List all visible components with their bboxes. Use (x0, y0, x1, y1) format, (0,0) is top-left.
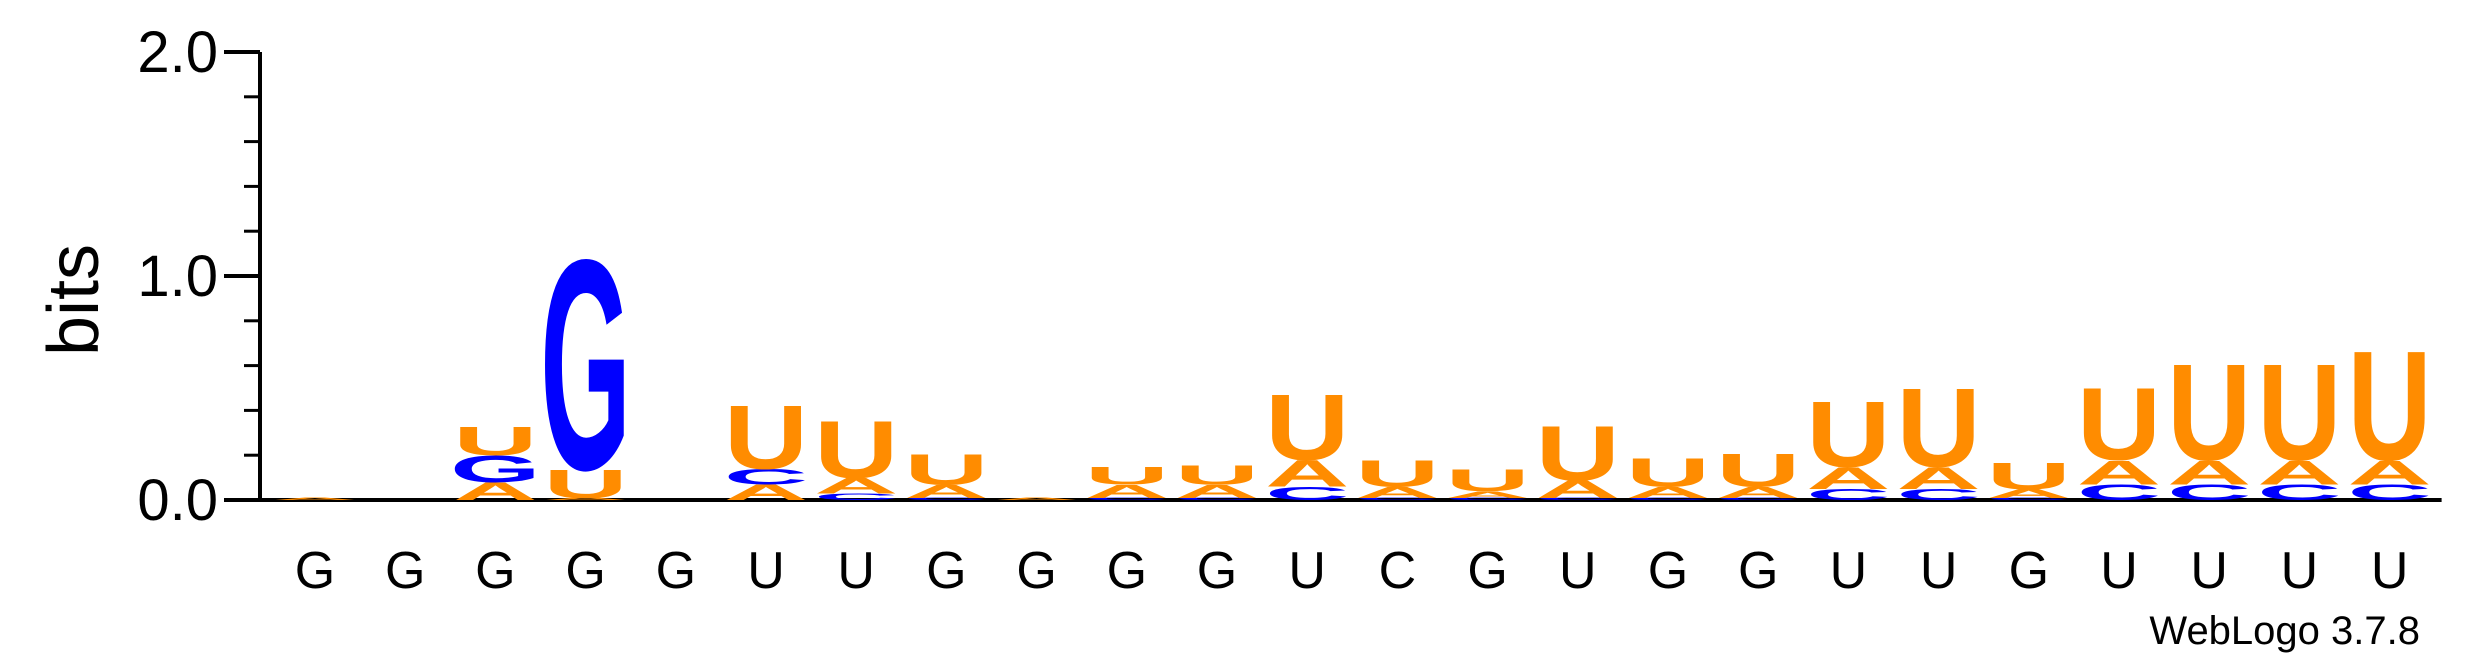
logo-letter-a: A (273, 497, 357, 500)
position-label: U (2281, 542, 2319, 600)
position-label: G (1197, 542, 1237, 600)
position-label: U (2371, 542, 2409, 600)
logo-letter-a: A (814, 473, 898, 498)
logo-letter-u: U (904, 445, 988, 494)
logo-letter-a: A (1626, 484, 1710, 501)
logo-letter-c: C (2347, 480, 2431, 505)
logo-letter-a: A (1987, 486, 2071, 500)
logo-letter-u: U (2347, 319, 2431, 494)
position-label: U (2190, 542, 2228, 600)
logo-letter-c: C (814, 491, 898, 502)
logo-letter-a: A (1265, 453, 1349, 495)
position-label: G (926, 542, 966, 600)
logo-letter-u: U (1716, 444, 1800, 496)
logo-letter-u: U (1536, 410, 1620, 497)
y-tick-label: 0.0 (137, 468, 218, 533)
logo-letter-a: A (1085, 481, 1169, 502)
logo-letter-a: A (2167, 454, 2251, 492)
logo-letter-c: C (2167, 480, 2251, 505)
logo-letter-u: U (724, 387, 808, 489)
logo-letter-c: C (1265, 483, 1349, 504)
position-label: U (1288, 542, 1326, 600)
position-label: C (1379, 542, 1417, 600)
logo-letter-c: C (1175, 497, 1259, 500)
logo-letter-a: A (2257, 454, 2341, 492)
position-label: G (295, 542, 335, 600)
logo-letter-u: U (2167, 336, 2251, 490)
logo-letter-c: C (1536, 497, 1620, 500)
y-tick-label: 1.0 (137, 244, 218, 309)
logo-letter-a: A (1806, 461, 1890, 496)
logo-letter-a: A (904, 481, 988, 502)
logo-letter-u: U (1265, 375, 1349, 480)
logo-letter-a: A (994, 497, 1078, 500)
logo-letter-c: C (1355, 497, 1439, 500)
logo-letter-u: U (1987, 455, 2071, 497)
logo-letter-a: A (453, 477, 537, 505)
logo-letter-a: A (2077, 454, 2161, 492)
position-label: G (2009, 542, 2049, 600)
position-label: U (747, 542, 785, 600)
position-label: U (1920, 542, 1958, 600)
logo-letter-c: C (1626, 497, 1710, 500)
position-label: G (1738, 542, 1778, 600)
y-tick-label: 2.0 (137, 20, 218, 85)
position-label: U (1559, 542, 1597, 600)
logo-letter-u: U (543, 461, 627, 507)
logo-letter-g: G (540, 198, 631, 533)
logo-letter-g: G (450, 449, 541, 491)
logo-letter-c: C (2077, 480, 2161, 505)
position-label: G (385, 542, 425, 600)
logo-letter-a: A (2347, 454, 2431, 492)
logo-letter-a: A (1445, 489, 1529, 500)
footer-credit: WebLogo 3.7.8 (2149, 609, 2420, 653)
logo-letter-c: C (1896, 486, 1980, 503)
position-label: G (565, 542, 605, 600)
position-label: U (837, 542, 875, 600)
logo-letter-c: C (1987, 497, 2071, 500)
logo-letter-a: A (543, 497, 627, 500)
logo-letter-u: U (1626, 450, 1710, 496)
logo-letter-u: U (814, 405, 898, 496)
axes: 0.0 1.0 2.0 (137, 20, 2442, 533)
logo-letter-c: C (904, 497, 988, 500)
position-label: G (1107, 542, 1147, 600)
logo-letter-u: U (1896, 365, 1980, 491)
logo-letter-u: U (1806, 382, 1890, 487)
position-label: G (1648, 542, 1688, 600)
y-axis-label: bits (34, 244, 114, 356)
logo-letter-c: C (1716, 497, 1800, 500)
logo-letter-c: C (2257, 480, 2341, 505)
logo-letter-u: U (1085, 462, 1169, 490)
logo-letter-u: U (453, 418, 537, 464)
logo-letter-u: U (1445, 463, 1529, 498)
logo-letter-c: C (1085, 497, 1169, 500)
logo-letter-a: A (1536, 475, 1620, 503)
logo-letter-a: A (724, 480, 808, 505)
logo-letter-c: C (1806, 486, 1890, 503)
logo-letter-u: U (2077, 367, 2161, 482)
position-label: G (475, 542, 515, 600)
position-label: G (1016, 542, 1056, 600)
position-label: G (1467, 542, 1507, 600)
logo-letter-a: A (1896, 461, 1980, 496)
logo-letter-c: C (1445, 497, 1529, 500)
logo-letter-a: A (1716, 484, 1800, 501)
logo-letter-u: U (2257, 336, 2341, 490)
logo-letter-a: A (1355, 484, 1439, 501)
logo-letter-a: A (1175, 481, 1259, 502)
logo-letter-u: U (1355, 453, 1439, 495)
position-label: G (656, 542, 696, 600)
logo-letter-u: U (1175, 459, 1259, 491)
logo-letter-c: C (724, 464, 808, 489)
position-label: U (1830, 542, 1868, 600)
position-label: U (2100, 542, 2138, 600)
